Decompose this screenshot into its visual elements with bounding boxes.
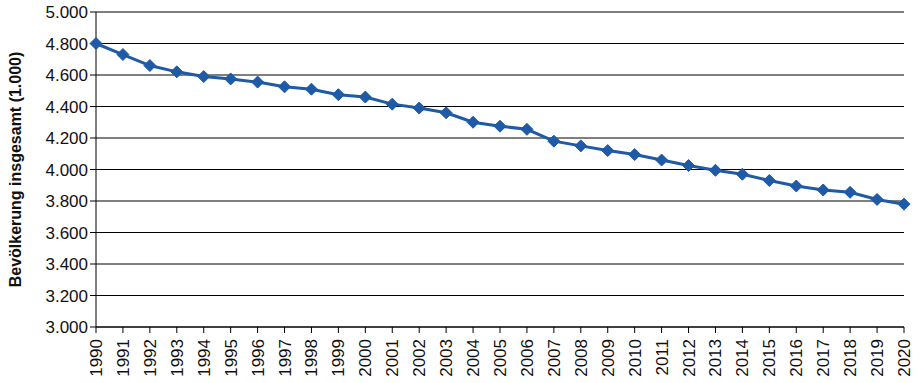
svg-text:1995: 1995 <box>222 339 241 377</box>
svg-text:2000: 2000 <box>356 339 375 377</box>
svg-text:3.400: 3.400 <box>45 255 88 274</box>
svg-text:2017: 2017 <box>814 339 833 377</box>
svg-text:4.000: 4.000 <box>45 161 88 180</box>
svg-text:1993: 1993 <box>168 339 187 377</box>
svg-text:2018: 2018 <box>841 339 860 377</box>
svg-text:2004: 2004 <box>464 339 483 377</box>
svg-text:Bevölkerung insgesamt (1.000): Bevölkerung insgesamt (1.000) <box>7 52 24 288</box>
svg-text:2008: 2008 <box>572 339 591 377</box>
svg-text:3.800: 3.800 <box>45 192 88 211</box>
svg-text:2011: 2011 <box>653 339 672 376</box>
svg-text:3.000: 3.000 <box>45 318 88 337</box>
svg-text:2006: 2006 <box>518 339 537 377</box>
svg-text:4.600: 4.600 <box>45 66 88 85</box>
svg-text:1998: 1998 <box>302 339 321 377</box>
svg-text:2005: 2005 <box>491 339 510 377</box>
svg-text:2014: 2014 <box>733 339 752 377</box>
svg-text:2001: 2001 <box>383 339 402 377</box>
svg-text:2007: 2007 <box>545 339 564 377</box>
svg-text:1996: 1996 <box>249 339 268 377</box>
svg-text:2003: 2003 <box>437 339 456 377</box>
svg-text:1994: 1994 <box>195 339 214 377</box>
svg-text:2020: 2020 <box>895 339 914 377</box>
svg-text:3.200: 3.200 <box>45 287 88 306</box>
svg-text:1992: 1992 <box>141 339 160 377</box>
svg-text:4.200: 4.200 <box>45 129 88 148</box>
svg-text:2012: 2012 <box>680 339 699 377</box>
svg-text:1999: 1999 <box>329 339 348 377</box>
svg-text:2015: 2015 <box>760 339 779 377</box>
svg-text:4.800: 4.800 <box>45 35 88 54</box>
svg-text:2010: 2010 <box>626 339 645 377</box>
svg-text:4.400: 4.400 <box>45 98 88 117</box>
svg-text:1990: 1990 <box>87 339 106 377</box>
svg-text:3.600: 3.600 <box>45 224 88 243</box>
svg-text:2009: 2009 <box>599 339 618 377</box>
svg-text:1997: 1997 <box>276 339 295 377</box>
svg-text:2013: 2013 <box>706 339 725 377</box>
svg-text:1991: 1991 <box>114 339 133 377</box>
svg-text:2016: 2016 <box>787 339 806 377</box>
svg-text:5.000: 5.000 <box>45 3 88 22</box>
svg-text:2019: 2019 <box>868 339 887 377</box>
svg-text:2002: 2002 <box>410 339 429 377</box>
